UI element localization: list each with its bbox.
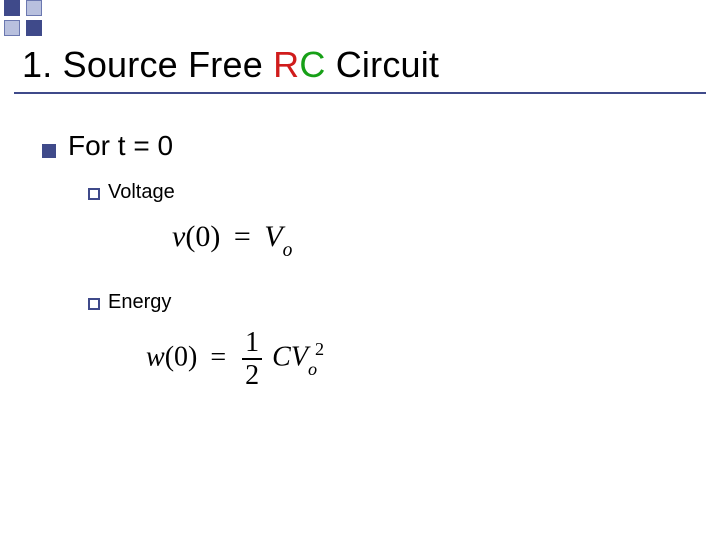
hollow-bullet-icon (88, 188, 100, 200)
eq-V2: V (291, 342, 308, 373)
title-c: C (299, 44, 325, 85)
eq-w-arg: (0) (165, 342, 198, 373)
eq-v-arg: (0) (185, 220, 220, 253)
eq-V2-sup: 2 (315, 339, 324, 359)
eq-v: v (172, 220, 185, 253)
accent-sq-3 (4, 20, 20, 36)
title-prefix: 1. Source Free (22, 44, 273, 85)
title-underline (14, 92, 706, 94)
bullet-for-t0: For t = 0 (68, 130, 173, 162)
slide-title: 1. Source Free RC Circuit (22, 44, 439, 86)
eq-frac-d: 2 (242, 361, 262, 390)
accent-sq-4 (26, 20, 42, 36)
title-suffix: Circuit (326, 44, 440, 85)
accent-sq-2 (26, 0, 42, 16)
sub-bullet-voltage: Voltage (108, 181, 175, 204)
eq-frac-n: 1 (242, 328, 262, 357)
accent-sq-1 (4, 0, 20, 16)
bullet-square-icon (42, 144, 56, 158)
eq-V-sub: o (283, 240, 293, 261)
eq-V: V (264, 220, 282, 253)
hollow-bullet-icon (88, 298, 100, 310)
eq-eq1: = (234, 220, 251, 253)
eq-w: w (146, 342, 165, 373)
equation-energy: w(0) = 1 2 CVo2 (146, 328, 324, 390)
eq-C: C (272, 342, 291, 373)
accent-cluster (0, 0, 100, 40)
equation-voltage: v(0) = Vo (172, 220, 292, 259)
eq-eq2: = (210, 342, 226, 373)
eq-frac: 1 2 (242, 328, 262, 390)
sub-bullet-energy: Energy (108, 291, 171, 314)
eq-V2-sub: o (308, 359, 317, 379)
title-r: R (273, 44, 299, 85)
